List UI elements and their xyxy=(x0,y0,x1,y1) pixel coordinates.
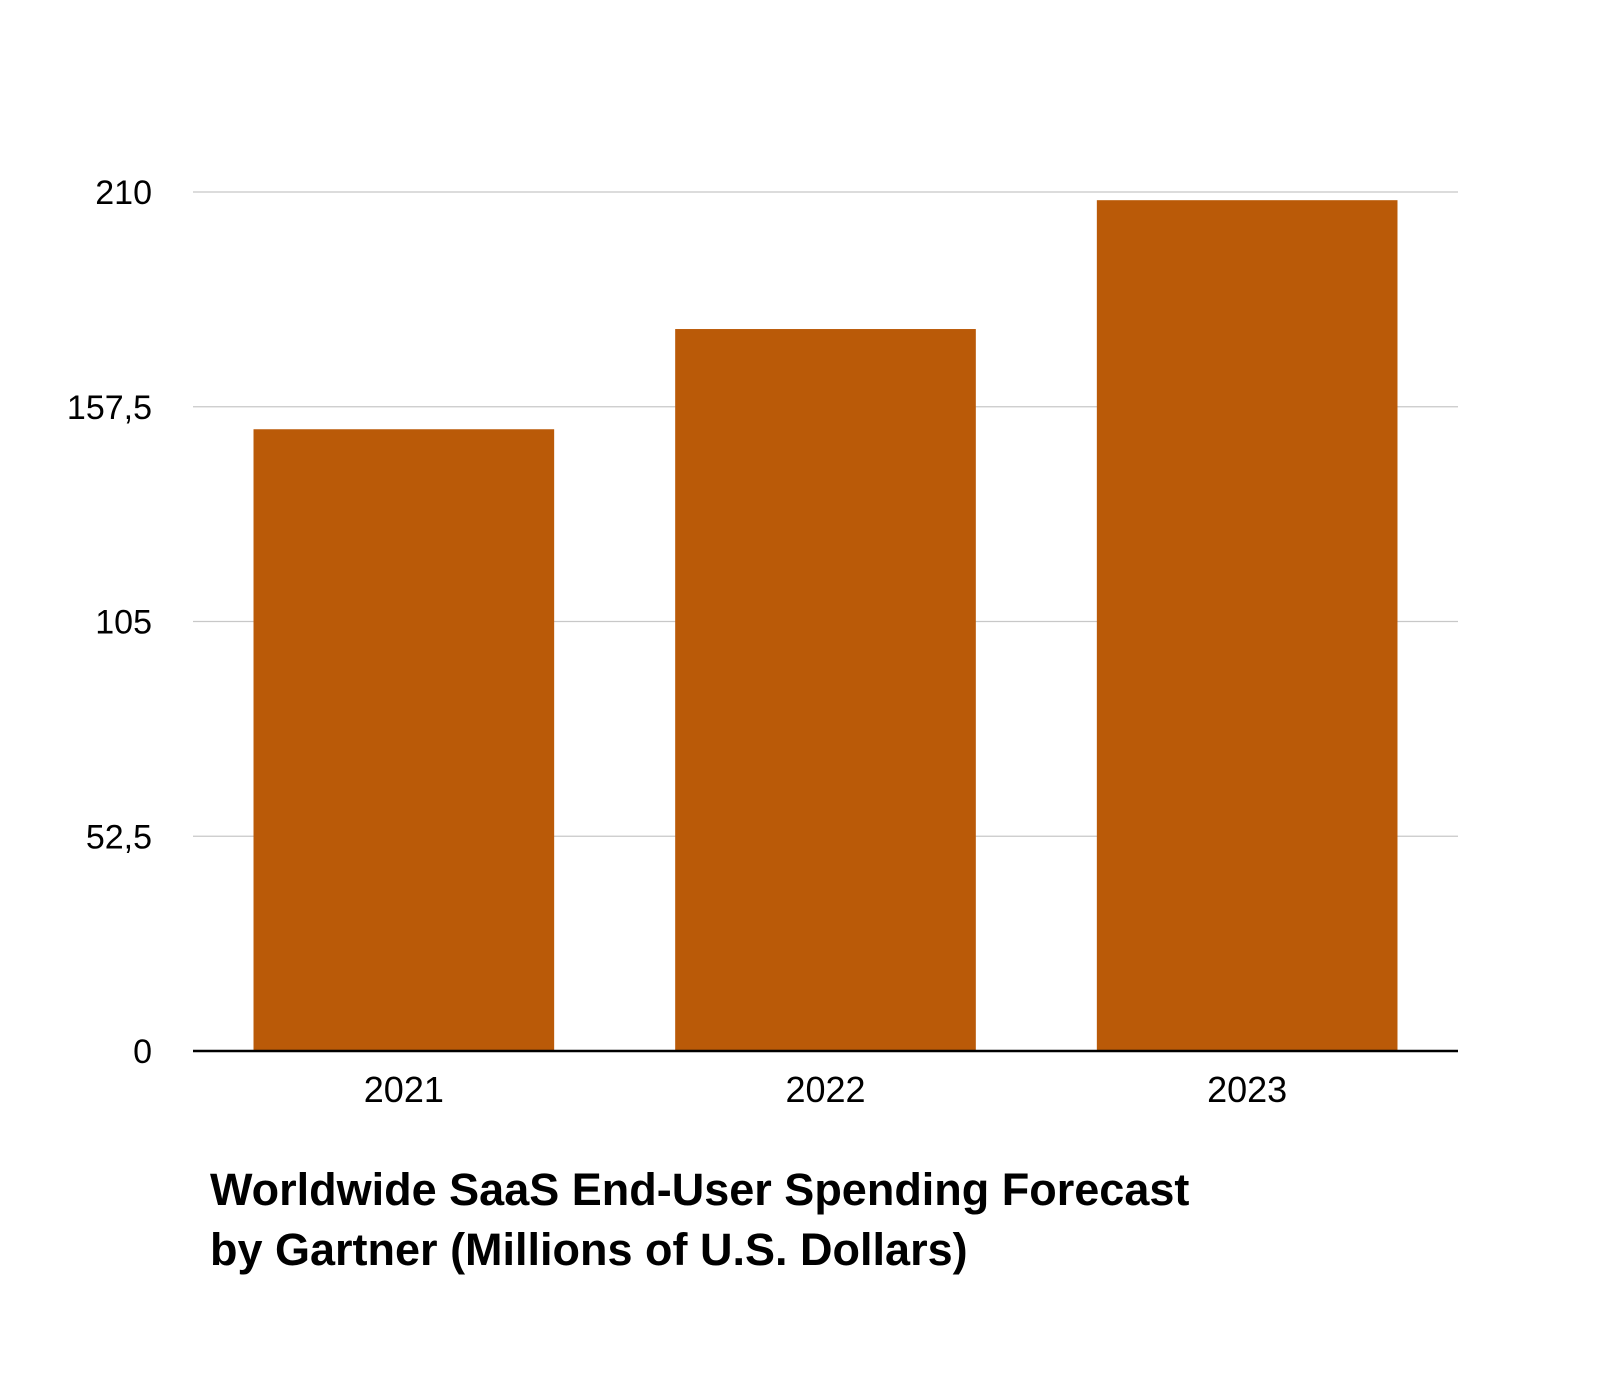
y-tick-label-4: 210 xyxy=(95,174,152,212)
bars xyxy=(253,200,1398,1051)
y-tick-label-0: 0 xyxy=(133,1033,152,1071)
chart-title-line-1: Worldwide SaaS End-User Spending Forecas… xyxy=(210,1164,1190,1215)
y-tick-label-2: 105 xyxy=(95,604,152,642)
y-tick-label-3: 157,5 xyxy=(67,389,152,427)
chart-title: Worldwide SaaS End-User Spending Forecas… xyxy=(210,1160,1410,1280)
x-tick-label-2022: 2022 xyxy=(785,1069,865,1110)
bar-chart-plot: 0 52,5 105 157,5 210 2021 2022 2023 xyxy=(67,174,1458,1110)
x-tick-label-2023: 2023 xyxy=(1207,1069,1287,1110)
x-axis-tick-labels: 2021 2022 2023 xyxy=(364,1069,1287,1110)
bar-2023 xyxy=(1096,200,1398,1051)
bar-2022 xyxy=(675,329,976,1051)
chart-title-line-2: by Gartner (Millions of U.S. Dollars) xyxy=(210,1224,968,1275)
x-tick-label-2021: 2021 xyxy=(364,1069,444,1110)
bar-2021 xyxy=(253,429,555,1051)
y-axis-tick-labels: 0 52,5 105 157,5 210 xyxy=(67,174,152,1071)
y-tick-label-1: 52,5 xyxy=(86,818,152,856)
